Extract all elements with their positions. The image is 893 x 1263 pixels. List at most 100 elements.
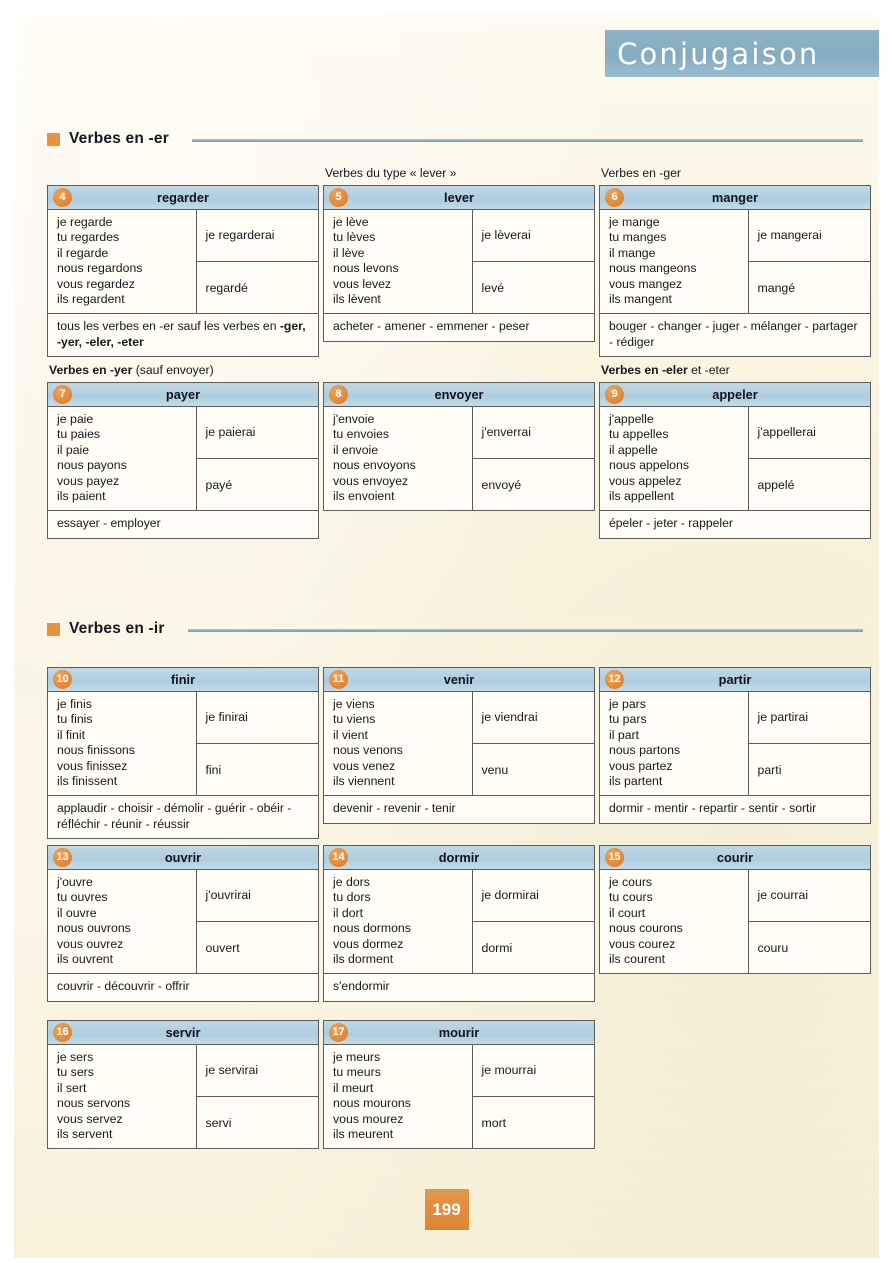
future-participle-column: je mangerai mangé <box>748 210 870 313</box>
past-participle: couru <box>757 940 789 955</box>
verb-infinitive: payer <box>165 387 201 402</box>
conjugated-form: il appelle <box>609 442 658 457</box>
past-participle: envoyé <box>481 477 522 492</box>
conjugated-form: vous courez <box>609 936 676 951</box>
related-verbs-note: devenir - revenir - tenir <box>324 795 594 822</box>
section-divider <box>187 628 863 632</box>
conjugated-form: nous mourons <box>333 1096 411 1111</box>
conjugated-form: nous envoyons <box>333 458 416 473</box>
conjugated-form: il part <box>609 727 640 742</box>
table-row: 4 regarder je regarde tu regardes il regarde… <box>47 166 871 358</box>
conjugated-form: ils ouvrent <box>57 952 114 967</box>
future-tense: je paierai <box>196 407 318 459</box>
future-participle-column: je viendrai venu <box>472 692 594 795</box>
conjugation-table: 6 manger je mange tu manges il mange nous man… <box>599 185 871 358</box>
conjugated-form: je paie <box>57 412 94 426</box>
present-tense-column: je meurs tu meurs il meurt nous mourons vous… <box>324 1045 473 1149</box>
number-badge: 6 <box>605 188 624 207</box>
conjugated-form: nous appelons <box>609 458 689 473</box>
table-header: 10 finir <box>48 668 318 692</box>
conjugated-form: nous servons <box>57 1096 131 1111</box>
future-tense: je finirai <box>196 692 318 744</box>
conjugated-form: tu sers <box>57 1065 94 1080</box>
verb-card-dormir: 14 dormir je dors tu dors il dort nous dormon… <box>323 826 595 1002</box>
conjugated-form: j'envoie <box>333 412 375 426</box>
conjugated-form: je regarde <box>57 215 113 229</box>
related-verbs-note: s'endormir <box>324 973 594 1000</box>
verb-card-regarder: 4 regarder je regarde tu regardes il regarde… <box>47 166 319 358</box>
conjugated-form: vous ouvrez <box>57 936 124 951</box>
conjugated-form: tu lèves <box>333 230 376 245</box>
related-verbs-note: tous les verbes en -er sauf les verbes e… <box>48 313 318 356</box>
conjugated-form: je lève <box>333 215 369 229</box>
number-badge: 8 <box>329 385 348 404</box>
present-tense-column: j'appelle tu appelles il appelle nous appel… <box>600 407 749 511</box>
conjugated-form: il envoie <box>333 442 379 457</box>
conjugated-form: ils lèvent <box>333 292 381 307</box>
present-tense-column: j'ouvre tu ouvres il ouvre nous ouvrons vous… <box>48 870 197 974</box>
conjugated-form: tu ouvres <box>57 890 108 905</box>
future-tense: je partirai <box>748 692 870 744</box>
number-badge: 7 <box>53 385 72 404</box>
verb-group-label: Verbes du type « lever » <box>325 166 457 180</box>
table-body: je meurs tu meurs il meurt nous mourons vous… <box>324 1045 594 1149</box>
conjugated-form: je mange <box>609 215 660 229</box>
conjugated-form: il vient <box>333 727 368 742</box>
future-participle-column: je lèverai levé <box>472 210 594 313</box>
future-participle-column: j'enverrai envoyé <box>472 407 594 510</box>
conjugated-form: je cours <box>609 875 653 889</box>
conjugated-form: tu meurs <box>333 1065 381 1080</box>
conjugated-form: ils partent <box>609 774 663 789</box>
conjugated-form: nous finissons <box>57 743 135 758</box>
past-participle: appelé <box>757 477 795 492</box>
future-tense: je regarderai <box>196 210 318 262</box>
future-tense: je mourrai <box>472 1045 594 1097</box>
conjugation-table: 4 regarder je regarde tu regardes il regarde… <box>47 185 319 358</box>
table-body: je viens tu viens il vient nous venons vous … <box>324 692 594 796</box>
past-participle: payé <box>205 477 233 492</box>
conjugated-form: tu viens <box>333 712 376 727</box>
present-tense-column: je lève tu lèves il lève nous levons vous le… <box>324 210 473 314</box>
conjugated-form: vous finissez <box>57 758 128 773</box>
conjugation-table: 7 payer je paie tu paies il paie nous payons v… <box>47 382 319 539</box>
conjugated-form: nous dormons <box>333 921 411 936</box>
conjugated-form: vous dormez <box>333 936 404 951</box>
conjugated-form: nous payons <box>57 458 127 473</box>
section-title: Verbes en -ir <box>69 620 165 637</box>
future-participle-column: j'ouvrirai ouvert <box>196 870 318 973</box>
table-header: 7 payer <box>48 383 318 407</box>
future-tense: je dormirai <box>472 870 594 922</box>
conjugated-form: tu dors <box>333 890 371 905</box>
conjugated-form: nous regardons <box>57 261 143 276</box>
orange-square-icon <box>47 132 60 146</box>
conjugation-table: 11 venir je viens tu viens il vient nous veno… <box>323 667 595 824</box>
verb-infinitive: finir <box>170 672 196 687</box>
conjugated-form: ils viennent <box>333 774 395 789</box>
future-participle-column: j'appellerai appelé <box>748 407 870 510</box>
conjugated-form: tu finis <box>57 712 93 727</box>
conjugated-form: vous levez <box>333 276 392 291</box>
conjugation-table: 14 dormir je dors tu dors il dort nous dormon… <box>323 845 595 1002</box>
future-participle-column: je dormirai dormi <box>472 870 594 973</box>
future-participle-column: je regarderai regardé <box>196 210 318 313</box>
conjugated-form: j'appelle <box>609 412 654 426</box>
table-row: 13 ouvrir j'ouvre tu ouvres il ouvre nous ouv… <box>47 826 871 1002</box>
table-header: 4 regarder <box>48 186 318 210</box>
verb-group-label: Verbes en -ger <box>601 166 681 180</box>
number-badge: 5 <box>329 188 348 207</box>
conjugated-form: je meurs <box>333 1050 381 1064</box>
future-participle-column: je mourrai mort <box>472 1045 594 1148</box>
table-header: 17 mourir <box>324 1021 594 1045</box>
verb-card-appeler: Verbes en -eler et -eter 9 appeler j'appell… <box>599 363 871 539</box>
number-badge: 4 <box>53 188 72 207</box>
conjugation-table: 8 envoyer j'envoie tu envoies il envoie nous … <box>323 382 595 512</box>
conjugated-form: ils envoient <box>333 489 395 504</box>
conjugated-form: je finis <box>57 697 92 711</box>
past-participle: ouvert <box>205 940 240 955</box>
scanned-page: Conjugaison Verbes en -er 4 regarder je re… <box>14 10 879 1258</box>
conjugation-table: 16 servir je sers tu sers il sert nous servon… <box>47 1020 319 1150</box>
verb-card-courir: 15 courir je cours tu cours il court nous cou… <box>599 826 871 1002</box>
verb-group-label: Verbes en -eler et -eter <box>601 363 730 377</box>
verb-infinitive: dormir <box>438 850 480 865</box>
verb-infinitive: ouvrir <box>164 850 202 865</box>
